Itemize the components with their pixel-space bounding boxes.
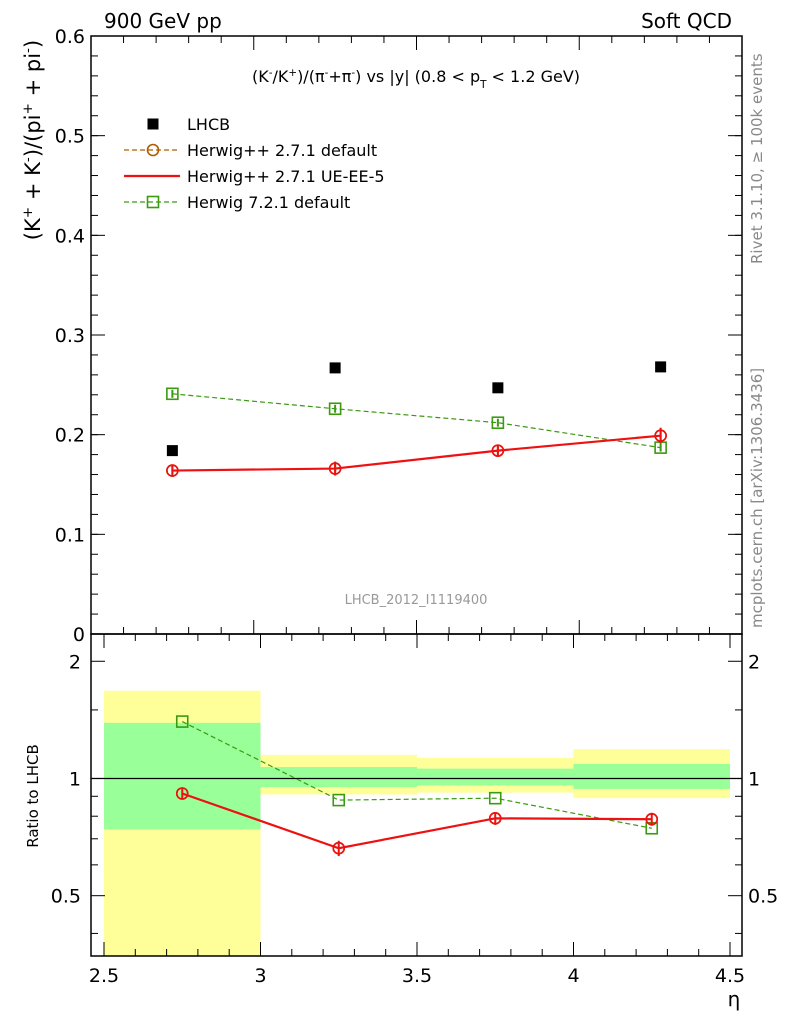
ratio-ytick-label-right: 1 [748, 768, 760, 790]
ratio-ylabel: Ratio to LHCB [24, 744, 42, 848]
x-axis-label: η [728, 987, 741, 1011]
series-line [172, 435, 661, 472]
header-left-title: 900 GeV pp [104, 9, 222, 33]
data-point [491, 416, 505, 430]
ratio-xtick-label: 3 [254, 965, 266, 987]
ratio-ytick-label-right: 2 [748, 651, 760, 673]
main-ytick-label: 0.3 [55, 325, 85, 347]
legend-label: Herwig++ 2.7.1 UE-EE-5 [187, 167, 385, 186]
data-point [328, 402, 342, 416]
ratio-point [488, 812, 502, 825]
legend-marker [147, 118, 159, 130]
header-right-title: Soft QCD [641, 9, 732, 33]
data-point [328, 462, 342, 475]
main-watermark: LHCB_2012_I1119400 [345, 593, 488, 608]
data-point [491, 444, 505, 457]
data-point [654, 429, 667, 442]
ratio-point [175, 787, 189, 800]
band-green [260, 767, 417, 788]
ratio-series-2 [175, 715, 659, 835]
series-2 [166, 427, 667, 477]
legend-label: Herwig++ 2.7.1 default [187, 141, 377, 160]
series-0 [166, 361, 667, 457]
mcplots-label: mcplots.cern.ch [arXiv:1306.3436] [748, 368, 766, 628]
legend-marker [146, 143, 160, 157]
ratio-point [332, 841, 346, 855]
ratio-point [332, 793, 346, 807]
ratio-line [181, 721, 652, 829]
ratio-xtick-label: 4 [567, 965, 579, 987]
ratio-line [181, 792, 652, 850]
main-ytick-label: 0.6 [55, 26, 85, 48]
data-point [655, 361, 667, 373]
main-title: (K-/K+)/(π-+π-) vs |y| (0.8 < pT < 1.2 G… [252, 67, 580, 91]
ratio-xtick-label: 2.5 [89, 965, 119, 987]
main-ytick-label: 0.1 [55, 524, 85, 546]
legend: LHCB Herwig++ 2.7.1 default Herwig++ 2.7.1… [124, 115, 385, 212]
ratio-plot: 0.5 0.5 1 1 2 2 2.5 3 3.5 4 4.5 [51, 633, 778, 987]
band-green [573, 763, 730, 789]
main-ytick-label: 0.2 [55, 425, 85, 447]
main-ytick-label: 0.4 [55, 225, 85, 247]
main-ytick-label: 0 [73, 624, 85, 646]
ratio-ytick-label: 1 [69, 768, 81, 790]
main-plot: 0 0.1 0.2 0.3 0.4 0.5 0.6 (K-/K+)/(π-+π-) vs |y… [20, 26, 743, 646]
ratio-xtick-label: 3.5 [402, 965, 432, 987]
series-line [172, 434, 661, 472]
legend-marker [146, 195, 160, 209]
legend-label: Herwig 7.2.1 default [187, 193, 350, 212]
ratio-series-1 [175, 787, 659, 857]
data-point [166, 464, 179, 477]
ratio-point [645, 812, 659, 826]
series-3 [166, 387, 667, 454]
ratio-point [488, 791, 502, 805]
ratio-ytick-label-right: 0.5 [748, 886, 778, 908]
data-point [492, 382, 504, 394]
ratio-xtick-label: 4.5 [715, 965, 745, 987]
series-line [172, 393, 661, 449]
ratio-ytick-label: 0.5 [51, 886, 81, 908]
ratio-point [175, 715, 189, 728]
band-green [417, 768, 574, 786]
legend-label: LHCB [187, 115, 230, 134]
data-point [329, 362, 341, 374]
main-ytick-label: 0.5 [55, 126, 85, 148]
ratio-ytick-label: 2 [69, 651, 81, 673]
data-point [166, 387, 179, 401]
rivet-label: Rivet 3.1.10, ≥ 100k events [748, 53, 766, 264]
main-ylabel: (K+ + K-)/(pi+ + pi-) [20, 40, 45, 240]
data-point [166, 445, 178, 457]
